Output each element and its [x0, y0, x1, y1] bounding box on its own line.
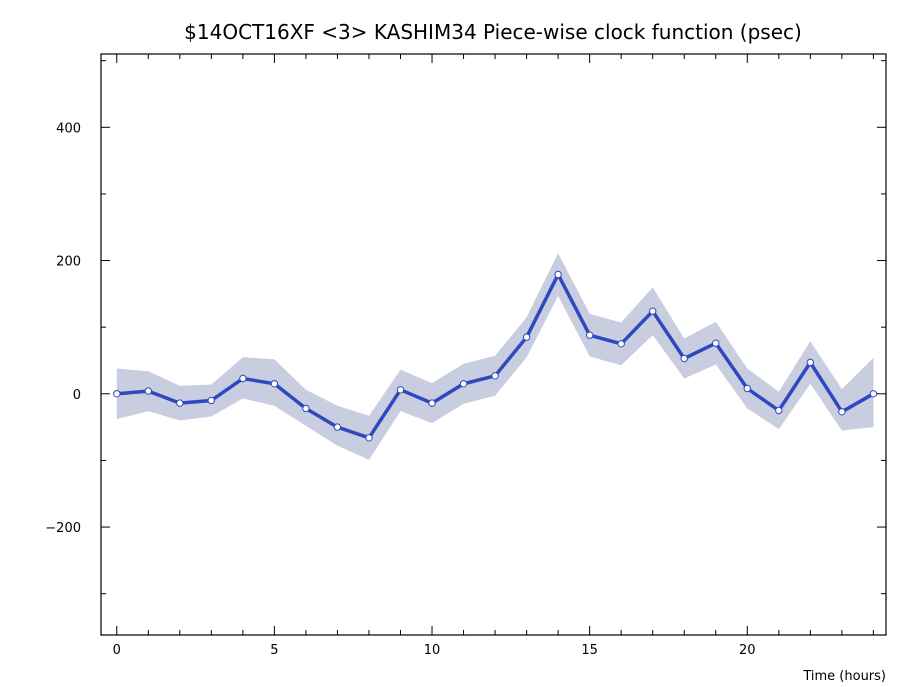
plot-frame	[100, 53, 887, 636]
y-tick-label: 400	[56, 121, 81, 136]
data-point	[428, 399, 436, 407]
x-tick-label: 10	[424, 643, 441, 658]
chart-title: $14OCT16XF <3> KASHIM34 Piece-wise clock…	[184, 20, 802, 44]
data-point	[144, 387, 153, 395]
plot-border	[100, 53, 887, 636]
y-tick-label: 200	[56, 255, 81, 270]
data-point	[333, 423, 342, 431]
data-point	[365, 434, 373, 442]
data-point	[302, 404, 310, 413]
data-point	[239, 374, 247, 383]
data-point	[838, 408, 846, 416]
data-point	[207, 396, 216, 405]
data-point	[775, 406, 783, 415]
data-points	[113, 270, 878, 442]
data-point	[396, 386, 405, 394]
data-point	[743, 384, 751, 393]
data-point	[491, 372, 499, 380]
uncertainty-band	[116, 253, 874, 460]
data-point	[113, 390, 121, 398]
y-axis-ticks: −200 0 200 400	[45, 60, 886, 595]
data-point	[270, 380, 279, 388]
x-tick-label: 20	[739, 643, 756, 658]
x-tick-label: 15	[581, 643, 598, 658]
x-axis-label: Time (hours)	[802, 669, 886, 684]
data-point	[712, 339, 720, 347]
y-tick-label: 0	[73, 388, 81, 403]
data-point	[176, 399, 184, 407]
data-point	[522, 333, 531, 341]
data-point	[459, 380, 468, 388]
x-tick-label: 0	[113, 643, 121, 658]
x-tick-label: 5	[270, 643, 278, 658]
error-band	[116, 253, 874, 460]
data-point	[806, 358, 814, 367]
data-point	[649, 307, 657, 315]
data-point	[617, 340, 625, 348]
data-point	[586, 331, 594, 339]
x-axis-ticks: 0 5 10 15 20	[113, 54, 874, 658]
data-point	[554, 270, 562, 279]
data-point	[680, 354, 688, 363]
data-point	[869, 390, 878, 398]
y-tick-label: −200	[45, 521, 81, 536]
